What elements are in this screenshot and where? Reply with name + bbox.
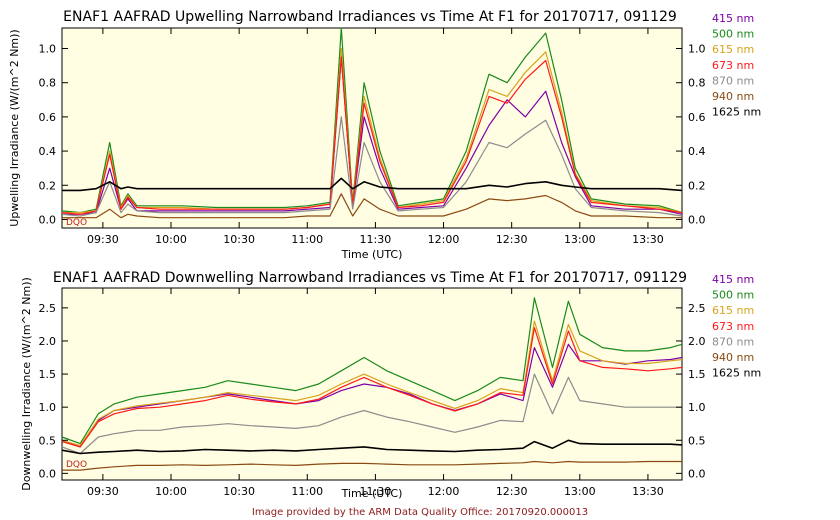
downwelling-x-tick-label: 11:30 [360,485,392,498]
downwelling-series-line-940-nm [62,460,682,471]
downwelling-y-tick-label-right: 0.0 [688,467,706,480]
upwelling-x-tick-label: 13:00 [564,233,596,246]
upwelling-y-tick-label-right: 0.8 [688,77,706,90]
downwelling-series-group [61,297,683,471]
downwelling-series-line-673-nm [61,327,683,448]
upwelling-x-tick-label: 09:30 [87,233,119,246]
upwelling-y-tick-label: 0.4 [39,145,57,158]
upwelling-y-tick-label: 0.0 [39,213,57,226]
downwelling-legend-item: 415 nm [712,273,754,286]
upwelling-y-tick-label-right: 0.4 [688,145,706,158]
downwelling-x-tick-label: 12:30 [496,485,528,498]
upwelling-x-axis-label: Time (UTC) [341,248,403,261]
downwelling-x-tick-label: 09:30 [87,485,119,498]
upwelling-x-tick-label: 11:00 [291,233,323,246]
downwelling-y-tick-label: 1.5 [39,368,57,381]
upwelling-legend-item: 415 nm [712,12,754,25]
downwelling-legend-item: 500 nm [712,289,754,302]
upwelling-series-line-415-nm [62,56,683,215]
downwelling-x-tick-label: 12:00 [428,485,460,498]
downwelling-legend-item: 870 nm [712,335,754,348]
upwelling-legend: 415 nm 500 nm 615 nm 673 nm 870 nm 940 nm 1625… [712,12,761,119]
upwelling-x-tick-label: 13:30 [632,233,664,246]
upwelling-series-line-870-nm [61,116,683,217]
footer-credit: Image provided by the ARM Data Quality O… [252,507,588,518]
upwelling-legend-item: 870 nm [712,74,754,87]
upwelling-x-tick-label: 10:00 [155,233,187,246]
upwelling-y-tick-label-right: 0.0 [688,213,706,226]
downwelling-series-line-870-nm [61,373,682,455]
upwelling-y-tick-label-right: 0.2 [688,179,706,192]
upwelling-series-line-940-nm [62,193,682,219]
downwelling-x-tick-label: 13:00 [564,485,596,498]
upwelling-axes-group: 09:30 10:00 10:30 11:00 11:30 12:00 12:30 13:00… [39,28,706,246]
downwelling-legend-item: 1625 nm [712,367,761,380]
downwelling-legend-item: 940 nm [712,351,754,364]
downwelling-y-tick-label: 0.0 [39,467,57,480]
downwelling-series-line-500-nm [61,297,683,445]
upwelling-legend-item: 500 nm [712,28,754,41]
downwelling-legend: 415 nm 500 nm 615 nm 673 nm 870 nm 940 nm 1625… [712,273,761,380]
upwelling-chart-title: ENAF1 AAFRAD Upwelling Narrowband Irradi… [63,9,677,25]
downwelling-x-tick-label: 10:00 [155,485,187,498]
downwelling-legend-item: 615 nm [712,304,754,317]
downwelling-chart-title: ENAF1 AAFRAD Downwelling Narrowband Irra… [53,270,687,286]
downwelling-axes-group: 09:30 10:00 10:30 11:00 11:30 12:00 12:30 13:00… [39,288,706,498]
upwelling-y-tick-label: 1.0 [39,43,57,56]
upwelling-y-tick-label-right: 1.0 [688,43,706,56]
downwelling-y-tick-label: 2.5 [39,302,57,315]
downwelling-y-tick-label: 1.0 [39,401,57,414]
downwelling-x-axis-label: Time (UTC) [341,487,403,500]
downwelling-y-tick-label-right: 0.5 [688,434,706,447]
downwelling-legend-item: 673 nm [712,320,754,333]
upwelling-chart-panel: ENAF1 AAFRAD Upwelling Narrowband Irradi… [8,9,761,261]
upwelling-y-tick-label: 0.2 [39,179,57,192]
downwelling-y-axis-label: Downwelling Irradiance (W/(m^2 Nm)) [20,277,33,491]
upwelling-y-tick-label: 0.8 [39,77,57,90]
downwelling-chart-panel: ENAF1 AAFRAD Downwelling Narrowband Irra… [20,270,761,500]
upwelling-x-tick-label: 11:30 [360,233,392,246]
downwelling-x-tick-label: 10:30 [223,485,255,498]
downwelling-dqo-annotation: DQO [66,460,87,470]
upwelling-x-tick-label: 12:00 [428,233,460,246]
upwelling-y-tick-label-right: 0.6 [688,111,706,124]
upwelling-x-tick-label: 12:30 [496,233,528,246]
upwelling-dqo-annotation: DQO [66,218,87,228]
downwelling-y-tick-label-right: 1.0 [688,401,706,414]
upwelling-legend-item: 1625 nm [712,106,761,119]
upwelling-legend-item: 615 nm [712,43,754,56]
upwelling-series-line-1625-nm [62,177,683,192]
upwelling-series-line-673-nm [61,56,683,215]
downwelling-series-line-1625-nm [61,439,683,455]
upwelling-x-tick-label: 10:30 [223,233,255,246]
downwelling-y-tick-label-right: 1.5 [688,368,706,381]
upwelling-series-line-500-nm [61,27,683,214]
downwelling-series-line-615-nm [61,320,683,447]
downwelling-y-tick-label-right: 2.5 [688,302,706,315]
downwelling-y-tick-label: 0.5 [39,434,57,447]
upwelling-y-tick-label: 0.6 [39,111,57,124]
upwelling-y-axis-label: Upwelling Irradiance (W/(m^2 Nm)) [8,29,21,226]
downwelling-y-tick-label-right: 2.0 [688,335,706,348]
upwelling-legend-item: 673 nm [712,59,754,72]
downwelling-x-tick-label: 13:30 [632,485,664,498]
downwelling-y-tick-label: 2.0 [39,335,57,348]
upwelling-legend-item: 940 nm [712,90,754,103]
upwelling-series-group [61,27,683,219]
downwelling-x-tick-label: 11:00 [291,485,323,498]
